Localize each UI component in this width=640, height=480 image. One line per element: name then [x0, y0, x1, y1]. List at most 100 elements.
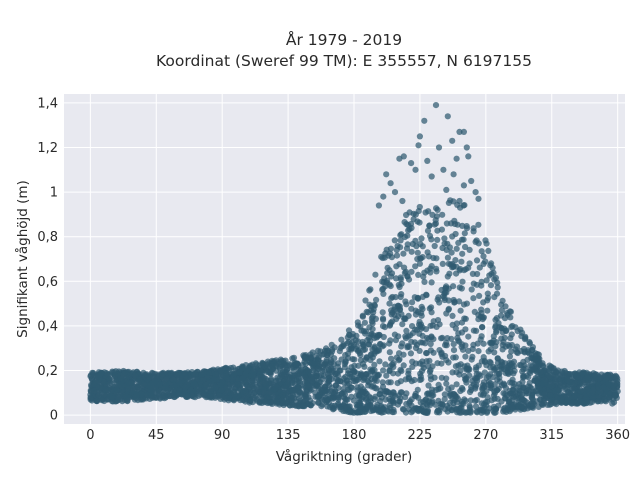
data-point	[458, 258, 465, 265]
data-point	[500, 390, 507, 397]
data-point	[540, 400, 548, 407]
data-point	[353, 392, 360, 399]
data-point	[497, 363, 504, 370]
data-point	[595, 397, 602, 405]
data-point	[449, 321, 456, 328]
data-point	[445, 359, 452, 366]
data-point	[390, 389, 397, 396]
data-point	[503, 364, 510, 371]
data-point	[133, 391, 140, 398]
data-point	[558, 368, 566, 375]
data-point	[362, 330, 369, 337]
data-point	[462, 266, 469, 273]
data-point	[359, 313, 366, 320]
data-point	[404, 232, 411, 239]
data-point	[577, 388, 584, 395]
data-point	[287, 374, 294, 381]
data-point	[385, 379, 392, 386]
data-point	[434, 236, 441, 243]
data-point	[370, 306, 377, 313]
data-point	[297, 397, 304, 404]
x-tick-label: 135	[276, 428, 301, 443]
x-tick-label: 0	[86, 428, 94, 443]
y-tick-label: 0,8	[37, 230, 58, 245]
data-point	[478, 406, 485, 413]
data-point	[409, 363, 416, 370]
y-axis-ticks: 0 0,2 0,4 0,6 0,8 1 1,2 1,4	[37, 96, 58, 423]
data-point	[467, 397, 474, 404]
data-point	[500, 408, 507, 415]
data-point	[382, 396, 389, 403]
data-point	[202, 381, 209, 388]
data-point	[87, 396, 94, 403]
data-point	[588, 380, 595, 387]
data-point	[363, 395, 370, 402]
data-point	[376, 358, 383, 365]
data-point	[504, 310, 511, 317]
data-point	[416, 203, 423, 211]
x-tick-label: 180	[342, 428, 367, 443]
data-point	[513, 343, 521, 350]
data-point	[466, 388, 474, 396]
data-point	[407, 350, 414, 357]
data-point	[272, 383, 279, 390]
data-point	[441, 396, 448, 403]
data-point	[386, 340, 393, 347]
data-point	[461, 202, 468, 209]
data-point	[439, 401, 446, 408]
data-point	[427, 340, 434, 348]
data-point	[404, 342, 411, 350]
data-point	[280, 358, 287, 365]
data-point	[480, 382, 487, 389]
data-point	[403, 327, 410, 334]
data-point	[449, 137, 456, 144]
data-point	[247, 397, 254, 404]
data-point	[405, 370, 412, 377]
data-point	[115, 394, 122, 401]
data-point	[408, 305, 415, 312]
data-point	[379, 323, 387, 330]
data-point	[97, 369, 104, 376]
data-point	[290, 387, 297, 394]
data-point	[286, 361, 293, 368]
data-point	[492, 274, 499, 282]
data-point	[279, 397, 286, 404]
data-point	[412, 237, 419, 244]
data-point	[451, 217, 458, 224]
data-point	[387, 397, 394, 404]
data-point	[360, 341, 367, 349]
data-point	[456, 298, 463, 305]
data-point	[474, 270, 481, 278]
data-point	[386, 267, 393, 274]
data-point	[546, 373, 553, 380]
data-point	[424, 157, 431, 164]
data-point	[522, 365, 529, 372]
data-point	[462, 376, 469, 383]
data-point	[498, 335, 505, 342]
data-point	[395, 333, 402, 340]
data-point	[200, 392, 208, 399]
data-point	[156, 381, 163, 388]
y-axis-label: Signifikant våghöjd (m)	[14, 180, 31, 338]
data-point	[364, 403, 371, 410]
data-point	[612, 372, 619, 379]
data-point	[322, 362, 329, 369]
data-point	[354, 376, 361, 383]
data-point	[408, 409, 415, 416]
data-point	[485, 294, 492, 301]
data-point	[480, 340, 487, 347]
data-point	[366, 301, 373, 308]
data-point	[87, 388, 94, 395]
data-point	[494, 370, 501, 377]
data-point	[441, 240, 448, 247]
data-point	[433, 268, 440, 275]
data-point	[459, 250, 466, 257]
data-point	[436, 407, 443, 414]
data-point	[387, 180, 394, 187]
data-point	[121, 369, 129, 376]
data-point	[568, 385, 576, 392]
data-point	[188, 392, 195, 399]
data-point	[450, 354, 457, 361]
data-point	[368, 383, 375, 390]
